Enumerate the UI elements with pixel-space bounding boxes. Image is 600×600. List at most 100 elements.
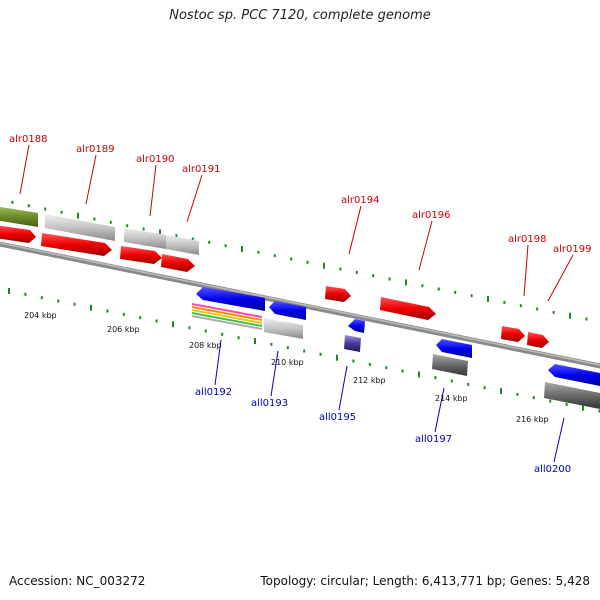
cds-arrow-forward[interactable] [161, 254, 195, 272]
tick-mark [208, 240, 211, 244]
callout-line [270, 350, 279, 397]
tick-mark [516, 392, 519, 396]
tick-mark [368, 362, 371, 366]
tick-mark [40, 296, 43, 300]
tick-mark [159, 229, 161, 236]
tick-mark [286, 346, 289, 350]
tick-mark [319, 352, 322, 356]
tick-mark [191, 237, 194, 241]
tick-mark [270, 342, 273, 346]
tick-mark [188, 326, 191, 330]
tick-mark [519, 304, 522, 308]
tick-mark [27, 204, 30, 208]
gene-label-all0193[interactable]: all0193 [251, 398, 288, 409]
tick-mark [204, 329, 207, 333]
cds-arrow-forward[interactable] [527, 332, 549, 348]
gene-label-alr0194[interactable]: alr0194 [341, 195, 379, 206]
tick-mark [224, 244, 227, 248]
gene-label-all0197[interactable]: all0197 [415, 434, 452, 445]
callout-line [523, 244, 529, 297]
tick-mark [487, 296, 489, 302]
cds-arrow-reverse[interactable] [436, 339, 472, 358]
tick-mark [44, 207, 47, 211]
tick-mark [73, 302, 76, 306]
tick-mark [405, 279, 407, 286]
tick-mark [24, 292, 27, 296]
sequence-backbone-highlight [0, 242, 600, 366]
cds-arrow-reverse[interactable] [348, 319, 365, 333]
gene-label-alr0198[interactable]: alr0198 [508, 234, 546, 245]
tick-mark [467, 382, 470, 386]
feature-grey[interactable] [45, 214, 115, 241]
tick-mark [60, 210, 63, 214]
tick-mark [57, 299, 60, 303]
feature-dark-grey[interactable] [432, 354, 468, 376]
tick-mark [77, 212, 79, 219]
gene-label-all0195[interactable]: all0195 [319, 412, 356, 423]
gene-label-alr0188[interactable]: alr0188 [9, 134, 47, 145]
tick-mark [434, 376, 437, 380]
scale-label: 204 kbp [24, 311, 57, 320]
gene-label-alr0199[interactable]: alr0199 [553, 244, 591, 255]
tick-mark [11, 200, 14, 204]
reverse-feature-track [192, 303, 600, 409]
tick-mark [552, 310, 555, 314]
cds-arrow-forward[interactable] [41, 233, 112, 256]
scale-labels: 204 kbp 206 kbp 208 kbp 210 kbp 212 kbp 214 k… [24, 311, 549, 424]
tick-mark [8, 288, 10, 294]
feature-grey[interactable] [264, 318, 303, 339]
gene-label-alr0190[interactable]: alr0190 [136, 154, 174, 165]
feature-violet[interactable] [344, 335, 361, 352]
tick-mark [503, 300, 506, 304]
callout-line [547, 254, 574, 302]
cds-arrow-forward[interactable] [120, 246, 162, 264]
gene-label-alr0189[interactable]: alr0189 [76, 144, 114, 155]
tick-mark [221, 332, 224, 336]
gene-callouts: alr0188 alr0189 alr0190 alr0191 alr0194 alr01… [9, 134, 591, 475]
scale-label: 216 kbp [516, 415, 549, 424]
tick-mark [450, 379, 453, 383]
feature-olive[interactable] [0, 206, 38, 227]
tick-mark [549, 399, 552, 403]
feature-multicolor[interactable] [192, 309, 262, 324]
scale-label: 208 kbp [189, 341, 222, 350]
tick-mark [241, 246, 243, 252]
feature-dark-grey[interactable] [544, 382, 600, 409]
gene-label-all0200[interactable]: all0200 [534, 464, 571, 475]
genome-summary: Topology: circular; Length: 6,413,771 bp… [260, 574, 590, 588]
scale-label: 212 kbp [353, 376, 386, 385]
tick-mark [598, 409, 600, 413]
callout-line [434, 387, 445, 433]
tick-mark [401, 369, 404, 373]
gene-label-alr0191[interactable]: alr0191 [182, 164, 220, 175]
cds-arrow-reverse[interactable] [269, 301, 306, 320]
cds-arrow-reverse[interactable] [548, 364, 600, 386]
reverse-tick-track [8, 288, 600, 413]
feature-multicolor[interactable] [192, 315, 262, 330]
cds-arrow-forward[interactable] [325, 286, 351, 302]
tick-mark [155, 319, 158, 323]
tick-mark [175, 234, 178, 238]
tick-mark [569, 312, 571, 319]
callout-line [85, 154, 97, 205]
callout-line [553, 417, 565, 463]
tick-mark [585, 317, 588, 321]
tick-mark [470, 294, 473, 298]
cds-arrow-forward[interactable] [380, 297, 436, 320]
feature-grey[interactable] [166, 235, 199, 255]
cds-arrow-forward[interactable] [0, 225, 36, 243]
feature-grey[interactable] [124, 228, 166, 249]
feature-multicolor[interactable] [192, 312, 262, 327]
gene-label-all0192[interactable]: all0192 [195, 387, 232, 398]
feature-multicolor[interactable] [192, 303, 262, 318]
feature-multicolor[interactable] [192, 306, 262, 321]
tick-mark [336, 354, 338, 361]
cds-arrow-forward[interactable] [501, 326, 525, 342]
tick-mark [454, 290, 457, 294]
scale-label: 214 kbp [435, 394, 468, 403]
gene-label-alr0196[interactable]: alr0196 [412, 210, 450, 221]
tick-mark [126, 224, 129, 228]
cds-arrow-reverse[interactable] [196, 287, 265, 311]
tick-mark [437, 287, 440, 291]
